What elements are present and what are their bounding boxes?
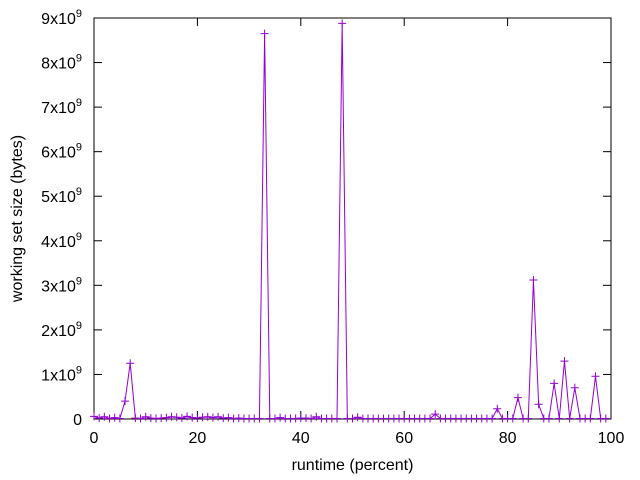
x-tick-label: 20: [189, 430, 207, 447]
data-point: [193, 414, 202, 423]
data-point: [312, 412, 321, 421]
series-line: [93, 23, 606, 420]
data-point: [529, 275, 538, 284]
x-tick-label: 100: [598, 430, 625, 447]
series-group: [90, 19, 610, 423]
data-point: [90, 412, 98, 421]
data-point: [105, 414, 114, 423]
x-axis: 0 20 40 60 80 100: [90, 18, 625, 447]
y-tick-label: 3x109: [41, 275, 82, 295]
data-point: [431, 410, 440, 419]
y-tick-label: 1x109: [41, 364, 82, 384]
data-point: [493, 404, 502, 413]
data-point: [307, 414, 316, 423]
data-point: [255, 414, 264, 423]
y-tick-label: 5x109: [41, 186, 82, 206]
data-point: [488, 414, 497, 423]
data-point: [276, 413, 285, 422]
data-point: [560, 357, 569, 366]
y-tick-label: 8x109: [41, 53, 82, 73]
data-point: [534, 400, 543, 409]
data-point: [570, 383, 579, 392]
plot-border: [93, 17, 612, 420]
data-point: [208, 413, 217, 422]
y-tick-label: 9x109: [41, 8, 82, 28]
x-tick-label: 0: [90, 430, 99, 447]
y-tick-label: 0: [73, 412, 82, 429]
x-tick-label: 60: [395, 430, 413, 447]
y-tick-label: 4x109: [41, 231, 82, 251]
data-point: [172, 413, 181, 422]
x-axis-label: runtime (percent): [292, 457, 414, 474]
data-point: [426, 414, 435, 423]
data-point: [110, 413, 119, 422]
data-point: [95, 414, 104, 423]
data-point: [550, 379, 559, 388]
data-point: [177, 414, 186, 423]
data-point: [203, 412, 212, 421]
data-point: [141, 412, 150, 421]
data-point: [555, 414, 564, 423]
x-tick-label: 80: [499, 430, 517, 447]
data-point: [214, 412, 223, 421]
data-point: [270, 414, 279, 423]
y-tick-label: 6x109: [41, 142, 82, 162]
data-point: [544, 414, 553, 423]
data-point: [332, 414, 341, 423]
data-point: [601, 414, 610, 423]
plot-frame: [93, 17, 612, 420]
data-point: [183, 412, 192, 421]
y-axis: 0 1x109 2x109 3x109 4x109 5x109 6x109 7x109 8x10…: [41, 8, 611, 429]
data-point: [115, 414, 124, 423]
data-point: [565, 414, 574, 423]
data-point: [353, 413, 362, 422]
data-point: [586, 414, 595, 423]
data-point: [260, 29, 269, 38]
data-point: [591, 372, 600, 381]
data-point: [162, 413, 171, 422]
y-tick-label: 2x109: [41, 320, 82, 340]
data-point: [348, 414, 357, 423]
data-point: [136, 414, 145, 423]
data-point: [100, 412, 109, 421]
x-tick-label: 40: [292, 430, 310, 447]
data-point: [508, 414, 517, 423]
data-point: [338, 19, 347, 28]
y-axis-label: working set size (bytes): [9, 135, 26, 303]
data-point: [121, 397, 130, 406]
data-point: [524, 414, 533, 423]
data-point: [224, 413, 233, 422]
y-tick-label: 7x109: [41, 97, 82, 117]
data-point: [126, 359, 135, 368]
data-point: [513, 393, 522, 402]
